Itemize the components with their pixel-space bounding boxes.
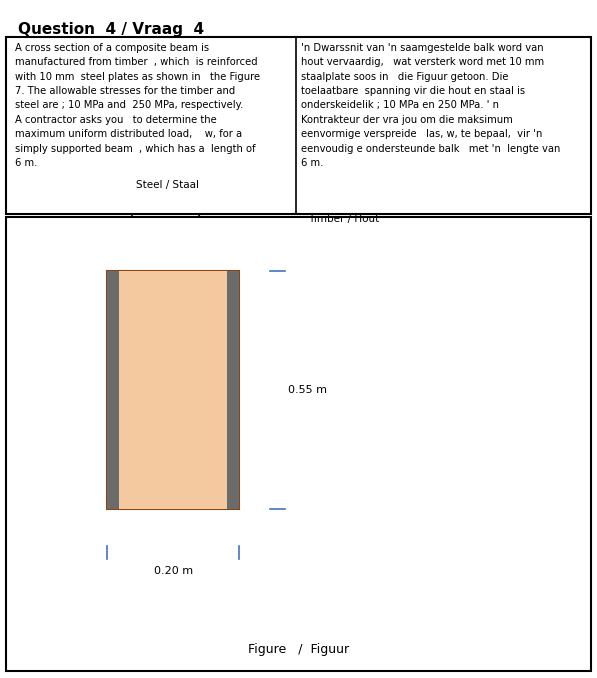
Text: 0.20 m: 0.20 m [153,566,193,576]
Text: Steel / Staal: Steel / Staal [136,180,199,190]
Text: 'n Dwarssnit van 'n saamgestelde balk word van
hout vervaardig,   wat versterk w: 'n Dwarssnit van 'n saamgestelde balk wo… [301,43,561,168]
Text: 0.55 m: 0.55 m [288,385,327,395]
Text: A cross section of a composite beam is
manufactured from timber  , which  is rei: A cross section of a composite beam is m… [15,43,260,168]
Text: Question  4 / Vraag  4: Question 4 / Vraag 4 [18,22,204,37]
Text: Figure   /  Figuur: Figure / Figuur [248,643,349,656]
Text: Timber / Hout: Timber / Hout [307,214,379,224]
